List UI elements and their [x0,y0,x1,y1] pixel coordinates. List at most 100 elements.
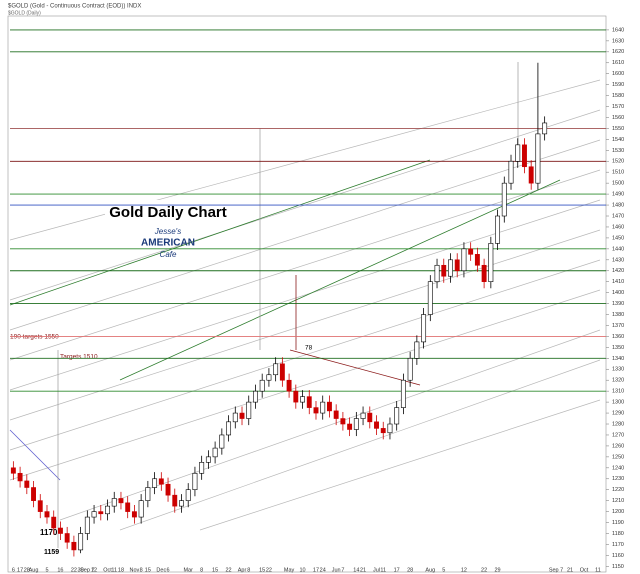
candle-body [37,500,43,512]
x-tick-label: 22 [226,567,232,573]
candle-body [10,467,16,474]
x-tick-label: Apr [238,567,247,573]
candle-body [427,281,433,315]
x-tick-label: 16 [57,567,63,573]
candle-body [158,478,164,485]
annotation: 1170 [40,528,58,537]
y-tick-label: 1260 [612,443,624,449]
candle-body [461,248,467,272]
x-tick-label: Mar [183,567,193,573]
x-tick-label: Sep 7 [80,567,94,573]
y-tick-label: 1560 [612,115,624,121]
trendline [9,159,431,306]
x-tick-label: 10 [299,567,305,573]
y-tick-label: 1510 [612,170,624,176]
candle-body [84,516,90,534]
candle-body [172,494,178,507]
y-tick-label: 1200 [612,509,624,515]
trendline [9,229,601,421]
candle-body [340,418,346,425]
candle-body [333,410,339,419]
x-tick-label: 5 [442,567,445,573]
candle-body [165,483,171,496]
candle-body [421,314,427,343]
y-tick-label: 1430 [612,257,624,263]
candle-body [501,182,507,217]
trendline [119,359,601,531]
chart-title: Gold Daily Chart [109,204,227,221]
x-tick-label: 8 [200,567,203,573]
x-tick-label: Jul [373,567,380,573]
candle-body [441,264,447,277]
trendline [9,429,61,481]
y-tick-label: 1490 [612,192,624,198]
candle-body [125,502,131,512]
x-tick-label: 15 [212,567,218,573]
candle-body [495,215,501,244]
candle-body [300,396,305,403]
candle-body [508,160,514,184]
candle-body [71,541,77,551]
candle-body [98,511,104,515]
candle-body [192,472,198,491]
candle-body [279,363,285,381]
x-tick-label: Oct [580,567,589,573]
candle-body [118,498,124,504]
y-tick-label: 1570 [612,104,624,110]
y-tick-label: 1400 [612,290,624,296]
candle-body [273,363,279,376]
y-tick-label: 1300 [612,400,624,406]
y-tick-label: 1150 [612,564,624,570]
candle-body [179,500,184,507]
candle-body [138,500,144,518]
y-tick-label: 1410 [612,279,624,285]
candle-body [293,390,299,403]
x-tick-label: 17 [17,567,23,573]
candle-body [488,243,494,282]
trendline [119,179,561,381]
candle-body [481,264,487,282]
logo-text: AMERICAN [141,238,195,249]
y-tick-label: 1530 [612,148,624,154]
y-tick-label: 1320 [612,378,624,384]
x-tick-label: 6 [12,567,15,573]
candle-body [400,379,406,408]
candle-body [542,122,548,135]
x-tick-label: 22 [266,567,272,573]
candle-body [57,527,63,534]
candle-body [145,487,151,501]
y-tick-label: 1450 [612,235,624,241]
y-tick-label: 1580 [612,93,624,99]
trendline [9,259,601,451]
candle-body [24,480,30,488]
x-tick-label: 21 [567,567,573,573]
candle-body [232,412,238,423]
y-tick-label: 1420 [612,268,624,274]
candle-body [51,516,57,529]
y-tick-label: 1230 [612,476,624,482]
candle-body [380,428,386,434]
trendline [9,289,601,481]
y-tick-label: 1590 [612,82,624,88]
chart-header: $GOLD (Gold - Continuous Contract (EOD))… [8,4,141,10]
x-tick-label: 24 [320,567,326,573]
candle-body [78,533,84,551]
x-tick-label: 8 [247,567,250,573]
y-tick-label: 1220 [612,487,624,493]
y-tick-label: 1210 [612,498,624,504]
candle-body [326,401,332,412]
x-tick-label: 17 [313,567,319,573]
candle-body [31,487,36,501]
candle-body [367,412,373,423]
x-tick-label: Sep 7 [549,567,563,573]
candle-body [448,259,453,277]
y-tick-label: 1630 [612,38,624,44]
candle-body [387,423,393,434]
title-bg [105,200,233,226]
y-tick-label: 1330 [612,367,624,373]
y-tick-label: 1540 [612,137,624,143]
logo-text: Cafe [160,250,177,259]
y-tick-label: 1440 [612,246,624,252]
candle-body [152,478,158,488]
